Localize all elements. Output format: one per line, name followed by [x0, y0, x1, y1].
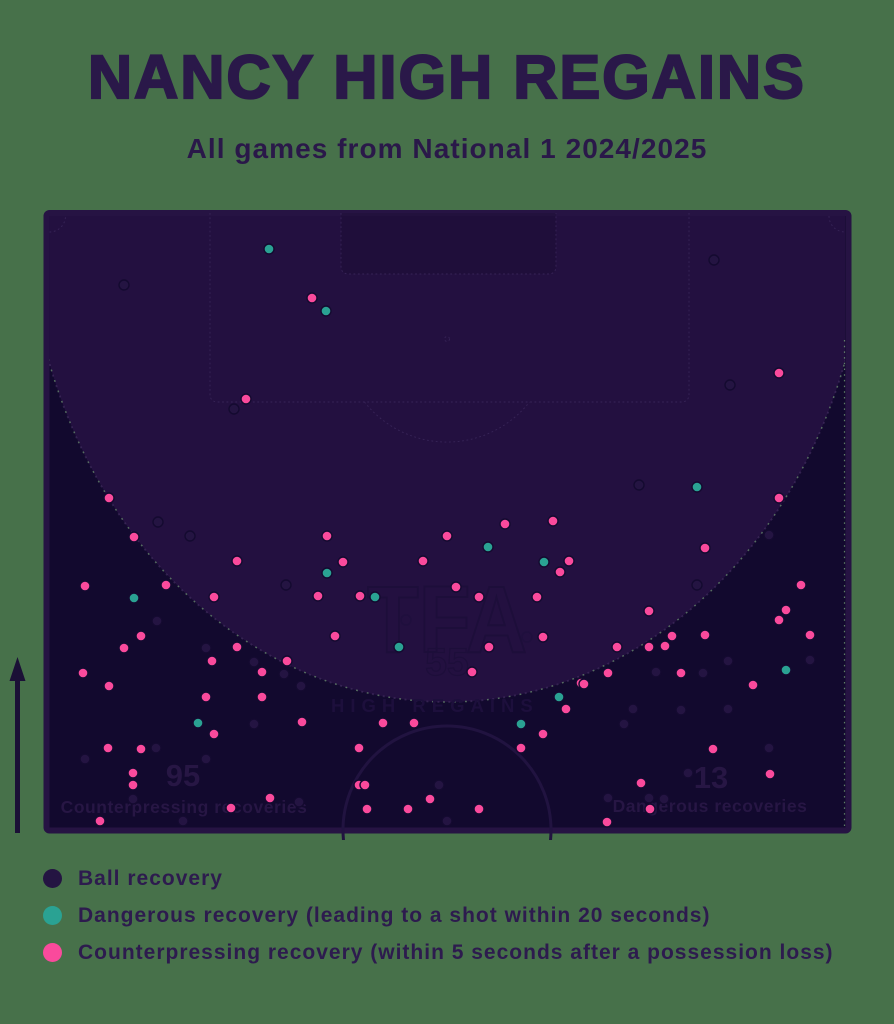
svg-text:95: 95 [166, 758, 200, 793]
svg-text:13: 13 [694, 760, 728, 795]
svg-text:Dangerous recoveries: Dangerous recoveries [613, 796, 808, 816]
svg-text:55: 55 [425, 641, 468, 684]
svg-text:Counterpressing recoveries: Counterpressing recoveries [61, 797, 308, 817]
svg-text:HIGH REGAINS: HIGH REGAINS [331, 695, 539, 716]
svg-text:TFA: TFA [367, 567, 527, 673]
